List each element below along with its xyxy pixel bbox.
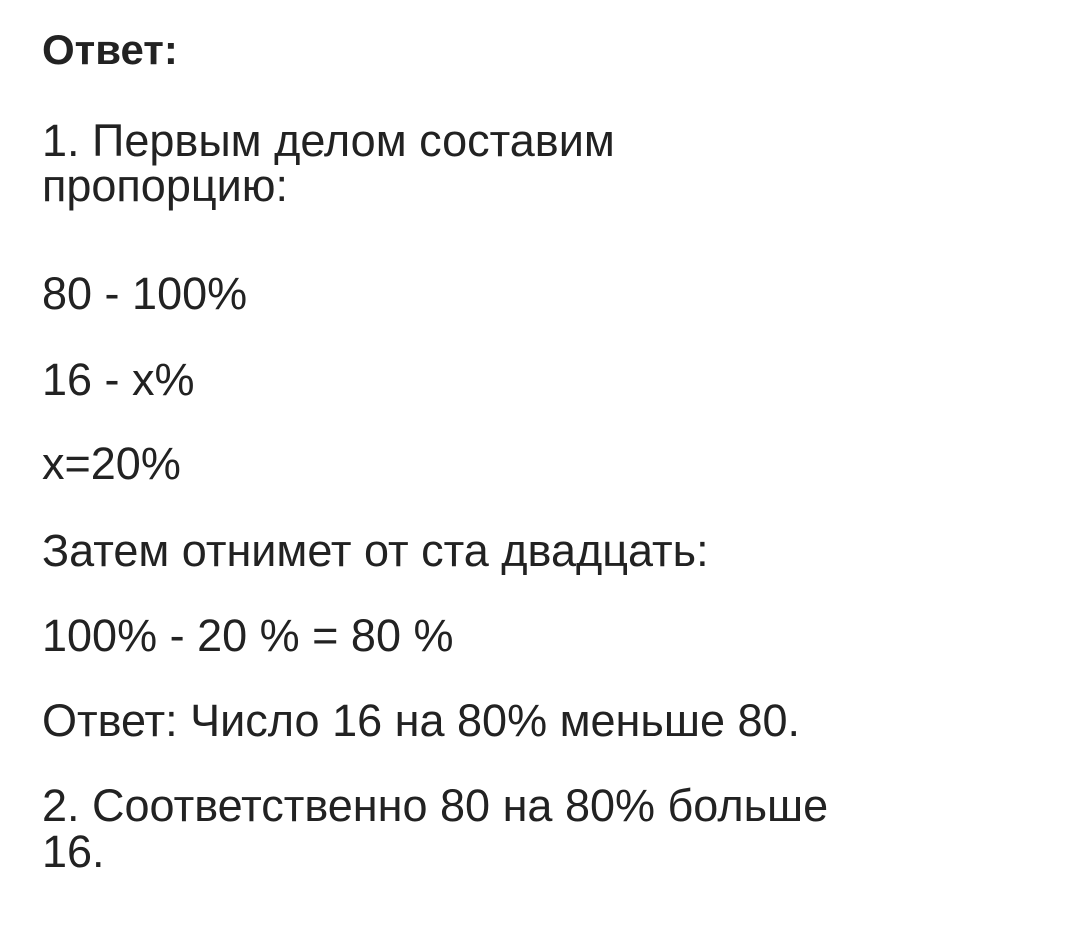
step-1-line-2: пропорцию: [42, 160, 289, 211]
proportion-line-1: 80 - 100% [42, 268, 248, 319]
answer-2-line-1: 2. Соответственно 80 на 80% больше [42, 780, 829, 831]
result-x: x=20% [42, 438, 181, 489]
answer-2-line-2: 16. [42, 826, 105, 877]
answer-1: Ответ: Число 16 на 80% меньше 80. [42, 695, 801, 746]
subtract-text: Затем отнимет от ста двадцать: [42, 525, 709, 576]
step-1-line-1: 1. Первым делом составим [42, 115, 615, 166]
proportion-line-2: 16 - x% [42, 354, 195, 405]
answer-heading: Ответ: [42, 26, 178, 73]
subtract-equation: 100% - 20 % = 80 % [42, 610, 454, 661]
